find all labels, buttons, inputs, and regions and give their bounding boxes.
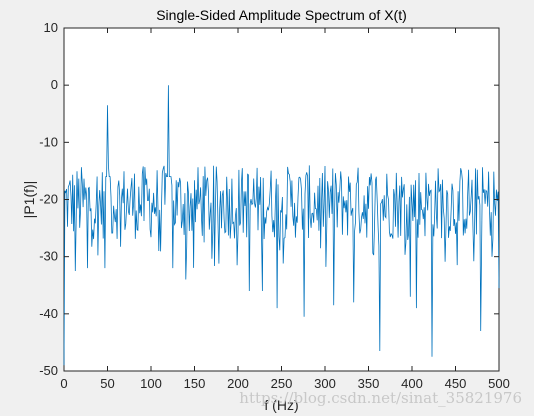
x-tick-label: 250	[271, 376, 293, 391]
x-axis-title: f (Hz)	[264, 397, 298, 413]
x-tick-label: 300	[314, 376, 336, 391]
x-tick-label: 500	[488, 376, 510, 391]
y-tick-label: -10	[39, 134, 58, 149]
axes-background	[63, 27, 500, 372]
y-axis-title: |P1(f)|	[21, 181, 37, 219]
y-tick-label: -40	[39, 306, 58, 321]
y-tick-label: -20	[39, 192, 58, 207]
chart-title: Single-Sided Amplitude Spectrum of X(t)	[156, 7, 407, 23]
x-tick-label: 0	[60, 376, 67, 391]
y-tick-label: 0	[51, 77, 58, 92]
y-tick-label: 10	[44, 20, 58, 35]
x-tick-label: 450	[445, 376, 467, 391]
x-tick-label: 150	[184, 376, 206, 391]
y-tick-label: -50	[39, 363, 58, 378]
x-tick-label: 350	[358, 376, 380, 391]
watermark-text: https://blog.csdn.net/sinat_35821976	[239, 389, 522, 407]
x-tick-label: 400	[401, 376, 423, 391]
y-tick-label: -30	[39, 249, 58, 264]
ticks-group: 0 50 100 150 200 250 300 350 400 450 500-50-40-30-…	[39, 20, 510, 391]
spectrum-series-line	[63, 85, 500, 366]
series-group	[63, 85, 500, 366]
x-tick-label: 50	[100, 376, 114, 391]
x-tick-label: 100	[140, 376, 162, 391]
x-tick-label: 200	[227, 376, 249, 391]
